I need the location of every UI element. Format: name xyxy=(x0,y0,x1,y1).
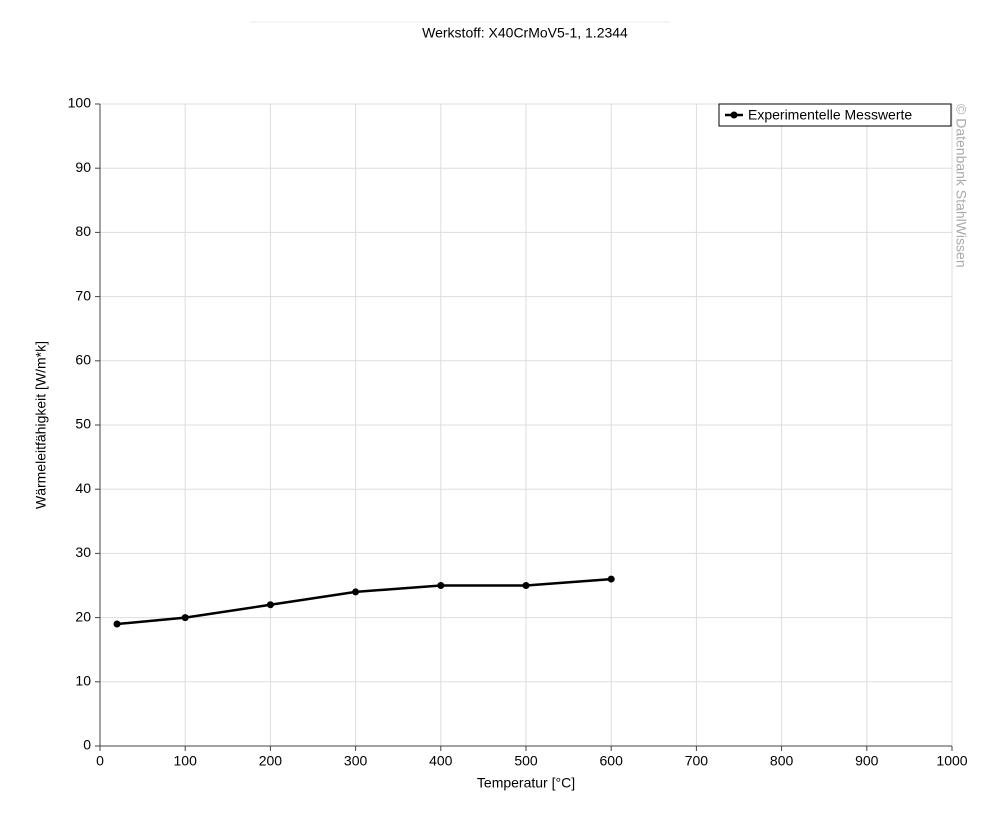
legend-label: Experimentelle Messwerte xyxy=(748,107,912,123)
y-tick-label: 90 xyxy=(75,159,91,175)
data-point xyxy=(352,588,360,596)
x-tick-label: 200 xyxy=(259,753,283,769)
y-tick-label: 70 xyxy=(75,287,91,303)
y-tick-label: 30 xyxy=(75,544,91,560)
x-tick-label: 600 xyxy=(600,753,624,769)
data-point xyxy=(437,582,445,589)
x-axis-label: Temperatur [°C] xyxy=(477,775,575,791)
data-point xyxy=(181,614,189,622)
y-axis-label: Wärmeleitfähigkeit [W/m*k] xyxy=(33,341,49,509)
data-point xyxy=(266,601,274,609)
x-tick-label: 700 xyxy=(685,753,709,769)
y-tick-label: 80 xyxy=(75,223,91,239)
y-tick-label: 100 xyxy=(68,95,92,111)
data-point xyxy=(607,575,615,583)
y-tick-label: 60 xyxy=(75,352,91,368)
x-tick-label: 0 xyxy=(96,753,104,769)
data-point xyxy=(522,582,530,589)
legend-marker xyxy=(730,111,738,119)
x-tick-label: 800 xyxy=(770,753,794,769)
x-tick-label: 500 xyxy=(514,753,538,769)
x-tick-label: 900 xyxy=(855,753,879,769)
x-tick-label: 300 xyxy=(344,753,368,769)
chart-title: Werkstoff: X40CrMoV5-1, 1.2344 xyxy=(422,25,628,41)
y-tick-label: 0 xyxy=(83,737,91,753)
y-tick-label: 40 xyxy=(75,480,91,496)
x-tick-label: 1000 xyxy=(936,753,967,769)
watermark: © Datenbank StahlWissen xyxy=(953,104,969,268)
x-tick-label: 400 xyxy=(429,753,453,769)
data-point xyxy=(113,620,121,628)
y-tick-label: 50 xyxy=(75,416,91,432)
y-tick-label: 10 xyxy=(75,673,91,689)
y-tick-label: 20 xyxy=(75,608,91,624)
x-tick-label: 100 xyxy=(174,753,198,769)
legend-box xyxy=(718,103,952,127)
